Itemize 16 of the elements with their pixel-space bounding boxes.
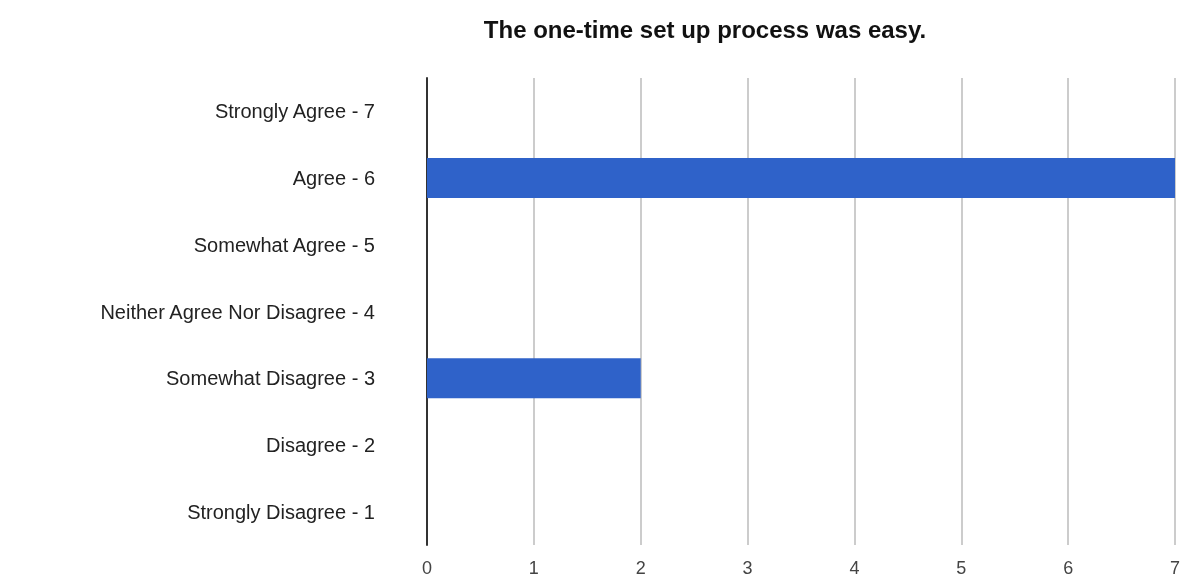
x-tick-label: 5 — [956, 558, 967, 577]
y-tick-label: Somewhat Agree - 5 — [193, 233, 375, 256]
x-tick-label: 6 — [1063, 558, 1074, 577]
y-tick-label: Disagree - 2 — [266, 433, 375, 456]
y-tick-label: Somewhat Disagree - 3 — [166, 367, 375, 390]
x-tick-label: 7 — [1169, 558, 1181, 577]
chart-title: The one-time set up process was easy. — [483, 15, 927, 43]
x-tick-label: 4 — [849, 558, 860, 577]
x-tick-label: 1 — [528, 558, 539, 577]
y-tick-label: Strongly Agree - 7 — [214, 100, 375, 123]
x-tick-label: 2 — [635, 558, 646, 577]
x-tick-label: 3 — [742, 558, 753, 577]
y-tick-label: Agree - 6 — [292, 167, 375, 190]
x-tick-label: 0 — [421, 558, 433, 577]
y-tick-label: Strongly Disagree - 1 — [187, 500, 375, 523]
y-tick-label: Neither Agree Nor Disagree - 4 — [100, 300, 375, 323]
